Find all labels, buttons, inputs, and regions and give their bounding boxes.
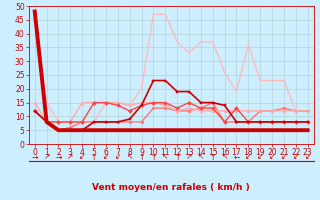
Text: →: → [55,152,62,162]
Text: ↑: ↑ [91,152,97,162]
Text: ↑: ↑ [138,152,145,162]
Text: ↖: ↖ [221,152,228,162]
Text: ↗: ↗ [186,152,192,162]
Text: ↑: ↑ [150,152,156,162]
Text: ↙: ↙ [79,152,85,162]
Text: Vent moyen/en rafales ( km/h ): Vent moyen/en rafales ( km/h ) [92,183,250,192]
Text: ↙: ↙ [245,152,252,162]
Text: ↙: ↙ [292,152,299,162]
Text: ↙: ↙ [115,152,121,162]
Text: ←: ← [233,152,240,162]
Text: ↙: ↙ [257,152,263,162]
Text: ↖: ↖ [198,152,204,162]
Text: ↙: ↙ [269,152,275,162]
Text: ↗: ↗ [67,152,74,162]
Text: ↗: ↗ [44,152,50,162]
Text: ↖: ↖ [126,152,133,162]
Text: ↑: ↑ [210,152,216,162]
Text: →: → [32,152,38,162]
Text: ↙: ↙ [103,152,109,162]
Text: ↙: ↙ [304,152,311,162]
Text: ↑: ↑ [174,152,180,162]
Text: ↖: ↖ [162,152,168,162]
Text: ↙: ↙ [281,152,287,162]
